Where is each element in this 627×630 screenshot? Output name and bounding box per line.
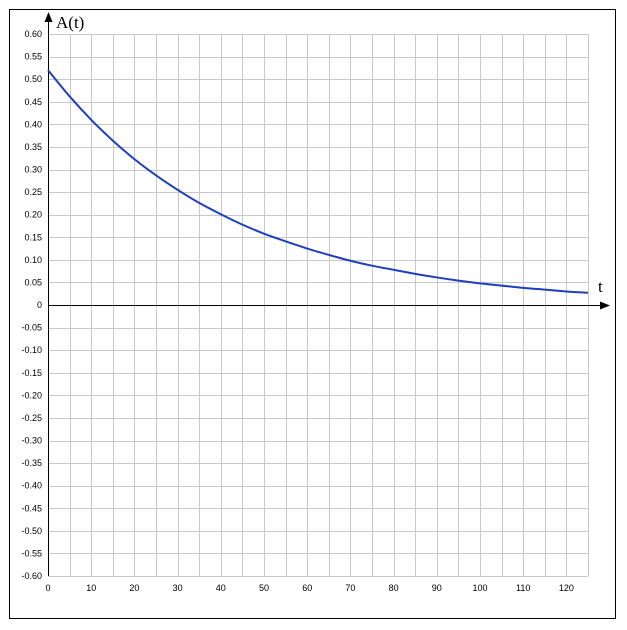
y-tick-label: 0.60 <box>24 29 42 39</box>
x-tick-label: 120 <box>559 583 574 593</box>
y-tick-label: -0.50 <box>21 526 42 536</box>
y-axis-label: A(t) <box>56 13 84 32</box>
x-axis-label: t <box>598 277 603 296</box>
y-tick-label: -0.45 <box>21 503 42 513</box>
y-tick-label: 0.45 <box>24 97 42 107</box>
x-tick-labels: 0 10 20 30 40 50 60 70 80 90 100 110 120 <box>45 583 573 593</box>
x-tick-label: 20 <box>129 583 139 593</box>
x-tick-label: 30 <box>173 583 183 593</box>
y-tick-label: -0.55 <box>21 548 42 558</box>
series-group <box>47 69 589 294</box>
y-tick-labels: 0.60 0.55 0.50 0.45 0.40 0.35 0.30 0.25 0.20 0.15… <box>21 29 42 581</box>
chart-frame <box>9 9 616 619</box>
y-tick-label: 0.35 <box>24 142 42 152</box>
x-axis-arrow-icon <box>600 301 610 310</box>
y-tick-label: -0.10 <box>21 345 42 355</box>
x-tick-label: 40 <box>216 583 226 593</box>
y-tick-label: -0.15 <box>21 368 42 378</box>
y-tick-label: -0.60 <box>21 571 42 581</box>
x-tick-label: 90 <box>432 583 442 593</box>
y-tick-label: -0.30 <box>21 436 42 446</box>
x-tick-label: 70 <box>345 583 355 593</box>
x-tick-label: 110 <box>516 583 530 593</box>
y-tick-label: -0.20 <box>21 390 42 400</box>
y-tick-label: 0.40 <box>24 119 42 129</box>
y-tick-label: 0 <box>37 300 42 310</box>
y-tick-label: 0.30 <box>24 165 42 175</box>
y-tick-label: -0.25 <box>21 413 42 423</box>
y-tick-label: 0.15 <box>24 232 42 242</box>
x-tick-label: 10 <box>86 583 96 593</box>
x-tick-label: 100 <box>472 583 487 593</box>
y-tick-label: -0.40 <box>21 481 42 491</box>
y-axis-arrow-icon <box>44 12 53 22</box>
y-tick-label: 0.25 <box>24 187 42 197</box>
y-tick-label: 0.05 <box>24 277 42 287</box>
y-tick-label: 0.50 <box>24 74 42 84</box>
x-tick-label: 80 <box>389 583 399 593</box>
x-tick-label: 50 <box>259 583 269 593</box>
y-tick-label: 0.20 <box>24 210 42 220</box>
x-tick-label: 0 <box>45 583 50 593</box>
y-tick-label: -0.35 <box>21 458 42 468</box>
y-tick-label: -0.05 <box>21 323 42 333</box>
series-line <box>47 69 589 294</box>
axes <box>44 12 610 576</box>
y-tick-label: 0.55 <box>24 52 42 62</box>
x-tick-label: 60 <box>302 583 312 593</box>
y-tick-label: 0.10 <box>24 255 42 265</box>
